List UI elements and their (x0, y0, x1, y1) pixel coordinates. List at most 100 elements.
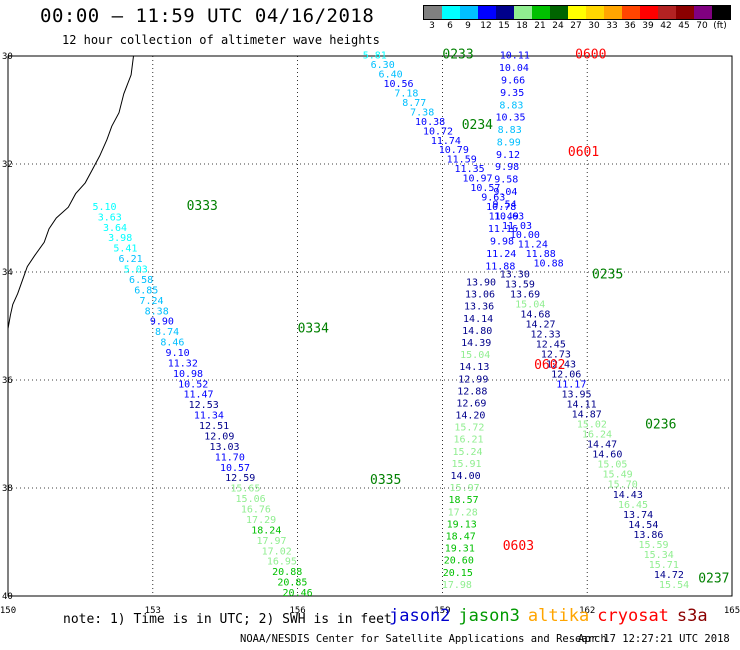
wave-height-value: 6.21 (119, 254, 143, 265)
wave-height-value: 11.17 (556, 380, 586, 391)
scale-label: 3 (429, 21, 435, 31)
cryosat-time-label: 0603 (503, 539, 534, 554)
wave-height-value: 16.24 (582, 430, 612, 441)
scale-label: 15 (498, 21, 510, 31)
wave-height-value: 14.39 (461, 338, 491, 349)
wave-height-value: 11.49 (489, 212, 519, 223)
footer-timestamp: Apr 17 12:27:21 UTC 2018 (578, 633, 730, 645)
wave-height-value: 14.14 (463, 314, 493, 325)
scale-swatch (460, 6, 478, 19)
wave-height-value: 15.59 (638, 540, 668, 551)
wave-height-value: 19.31 (445, 544, 475, 555)
wave-height-value: 5.41 (113, 244, 137, 255)
wave-height-value: 14.20 (455, 411, 485, 422)
wave-height-value: 7.24 (139, 296, 163, 307)
wave-height-value: 15.04 (515, 299, 545, 310)
wave-height-value: 16.21 (453, 435, 483, 446)
latitude-label: 32 (2, 160, 13, 170)
pass-time-label: 0233 (442, 48, 473, 63)
satellite-legend-item: s3a (676, 606, 708, 626)
wave-height-value: 13.74 (623, 510, 653, 521)
scale-label: 24 (552, 21, 564, 31)
wave-height-value: 9.63 (481, 192, 505, 203)
scale-swatch (496, 6, 514, 19)
wave-height-value: 9.35 (500, 88, 524, 99)
wave-height-value: 13.06 (465, 290, 495, 301)
longitude-label: 165 (724, 606, 740, 616)
wave-height-value: 14.87 (572, 410, 602, 421)
pass-time-label: 0235 (592, 267, 623, 282)
wave-height-value: 11.47 (183, 390, 213, 401)
wave-height-value: 11.24 (486, 249, 516, 260)
wave-height-value: 15.71 (649, 560, 679, 571)
wave-height-value: 11.32 (168, 358, 198, 369)
wave-height-value: 6.40 (379, 70, 403, 81)
wave-height-value: 7.38 (410, 107, 434, 118)
wave-height-value: 15.02 (577, 420, 607, 431)
wave-height-value: 15.24 (452, 447, 482, 458)
wave-height-value: 12.59 (225, 473, 255, 484)
scale-swatch (694, 6, 712, 19)
wave-height-value: 8.46 (160, 338, 184, 349)
wave-height-value: 14.80 (462, 326, 492, 337)
wave-height-value: 13.03 (209, 442, 239, 453)
wave-height-value: 10.11 (500, 51, 530, 62)
wave-height-value: 13.36 (464, 302, 494, 313)
wave-height-value: 10.38 (415, 117, 445, 128)
wave-height-value: 5.03 (124, 265, 148, 276)
wave-height-value: 8.99 (497, 137, 521, 148)
wave-height-value: 8.74 (155, 327, 179, 338)
scale-swatch (514, 6, 532, 19)
wave-height-value: 17.02 (262, 546, 292, 557)
scale-swatch (604, 6, 622, 19)
wave-height-color-scale: 3 6 9 12 15 18 21 24 27 30 33 36 39 42 45 70 (ft) (423, 5, 731, 31)
wave-height-value: 12.88 (457, 386, 487, 397)
wave-height-value: 8.77 (402, 98, 426, 109)
wave-height-value: 10.04 (499, 63, 529, 74)
wave-height-value: 9.66 (501, 76, 525, 87)
scale-swatch (442, 6, 460, 19)
cryosat-time-label: 0600 (575, 48, 606, 63)
wave-height-value: 13.90 (466, 278, 496, 289)
wave-height-value: 12.43 (546, 360, 576, 371)
wave-height-value: 10.97 (462, 174, 492, 185)
longitude-label: 162 (579, 606, 595, 616)
wave-height-value: 11.88 (485, 261, 515, 272)
wave-height-value: 15.70 (608, 480, 638, 491)
wave-height-value: 14.72 (654, 570, 684, 581)
wave-height-value: 10.88 (534, 259, 564, 270)
wave-height-value: 13.30 (500, 269, 530, 280)
wave-height-value: 20.15 (443, 568, 473, 579)
wave-height-value: 5.10 (92, 202, 116, 213)
wave-height-value: 11.88 (526, 249, 556, 260)
wave-height-value: 11.35 (455, 164, 485, 175)
wave-height-value: 20.85 (277, 578, 307, 589)
wave-height-value: 14.60 (592, 450, 622, 461)
scale-swatch (532, 6, 550, 19)
wave-height-value: 14.27 (525, 320, 555, 331)
wave-height-value: 6.85 (134, 285, 158, 296)
wave-height-value: 15.72 (454, 423, 484, 434)
wave-height-value: 15.97 (450, 483, 480, 494)
wave-height-value: 11.24 (518, 240, 548, 251)
wave-height-value: 18.24 (251, 525, 281, 536)
page-title: 00:00 – 11:59 UTC 04/16/2018 (40, 5, 375, 27)
wave-height-value: 9.54 (493, 199, 517, 210)
wave-height-value: 13.86 (633, 530, 663, 541)
wave-height-value: 9.10 (166, 348, 190, 359)
wave-height-value: 12.99 (458, 374, 488, 385)
latitude-label: 34 (2, 268, 13, 278)
scale-swatch (586, 6, 604, 19)
scale-label: 18 (516, 21, 528, 31)
wave-height-value: 16.45 (618, 500, 648, 511)
wave-height-value: 5.81 (363, 51, 387, 62)
color-scale-swatches (423, 5, 731, 20)
wave-height-value: 10.56 (383, 79, 413, 90)
wave-height-value: 14.54 (628, 520, 658, 531)
wave-height-value: 8.83 (499, 100, 523, 111)
wave-height-value: 10.52 (178, 379, 208, 390)
scale-label: 30 (588, 21, 600, 31)
wave-height-value: 12.33 (531, 330, 561, 341)
longitude-label: 156 (289, 606, 305, 616)
wave-height-value: 13.59 (505, 279, 535, 290)
